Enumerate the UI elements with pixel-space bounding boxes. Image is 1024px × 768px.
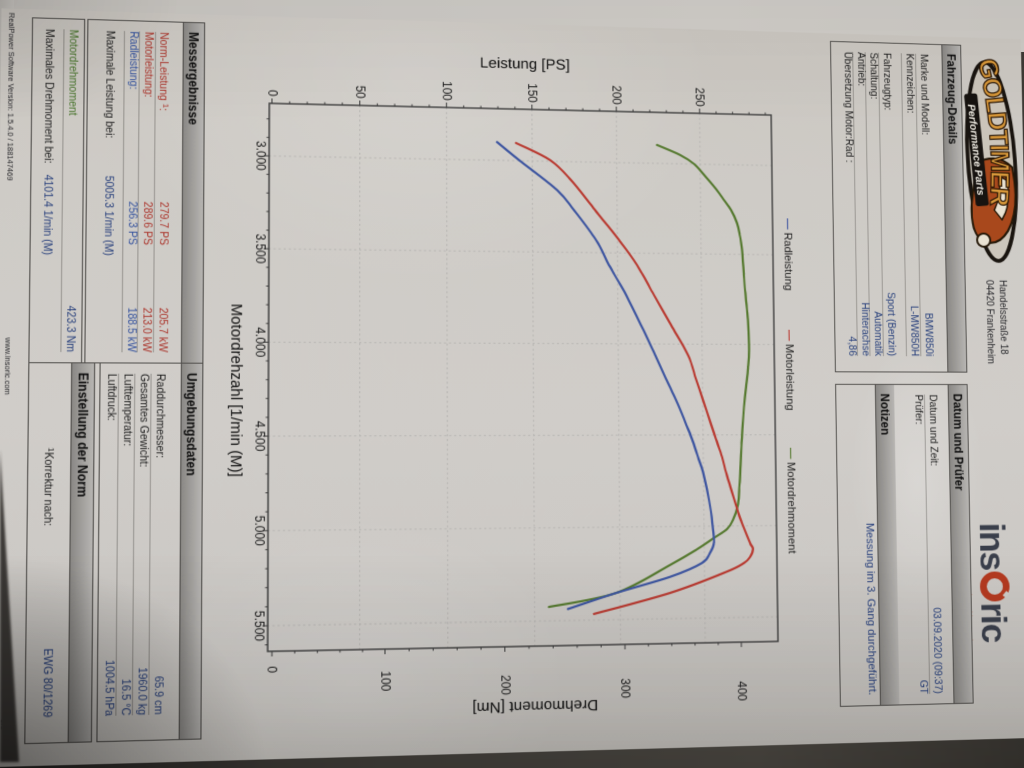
svg-text:Motordrehzahl [1/min (M)]: Motordrehzahl [1/min (M)]: [226, 304, 244, 478]
svg-text:Leistung [PS]: Leistung [PS]: [480, 55, 570, 73]
svg-text:100: 100: [439, 81, 453, 101]
svg-text:5.500: 5.500: [251, 610, 265, 641]
svg-text:0: 0: [264, 666, 278, 673]
svg-text:50: 50: [352, 85, 366, 98]
svg-text:4.000: 4.000: [252, 327, 266, 357]
svg-text:200: 200: [498, 675, 512, 695]
svg-text:200: 200: [609, 85, 623, 105]
svg-text:100: 100: [378, 671, 392, 692]
svg-text:3.000: 3.000: [253, 141, 267, 171]
svg-text:150: 150: [525, 83, 539, 103]
svg-text:400: 400: [735, 681, 749, 701]
svg-text:5.000: 5.000: [252, 515, 266, 546]
svg-text:Drehmoment [Nm]: Drehmoment [Nm]: [472, 696, 598, 716]
svg-text:0: 0: [265, 90, 279, 97]
svg-text:300: 300: [618, 678, 632, 698]
svg-text:3.500: 3.500: [253, 234, 267, 264]
svg-text:250: 250: [692, 87, 705, 106]
svg-text:4.500: 4.500: [252, 421, 266, 451]
